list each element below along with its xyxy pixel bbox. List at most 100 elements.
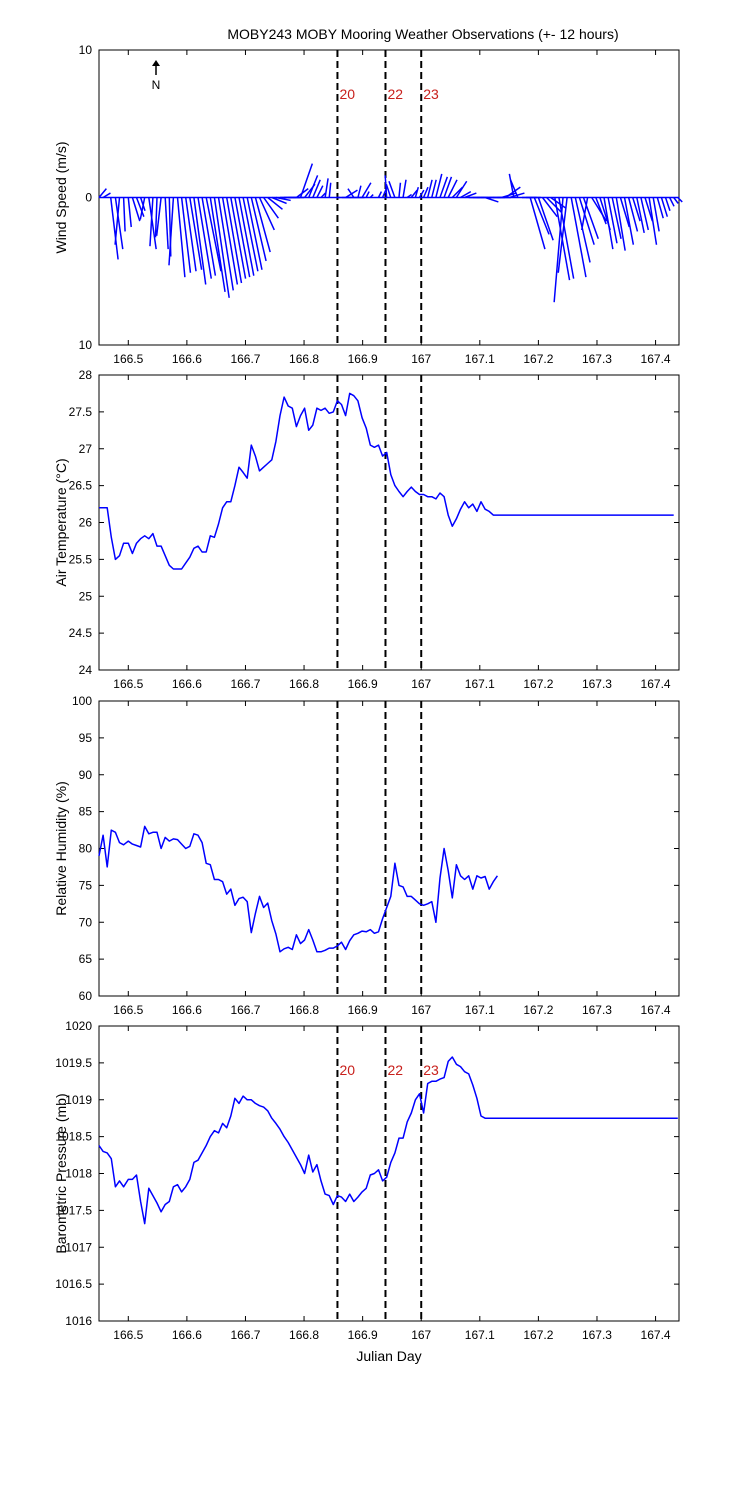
wind-vector <box>238 197 255 276</box>
y-tick-label: 26 <box>79 516 93 530</box>
wind-vector <box>570 197 587 278</box>
x-tick-label: 166.6 <box>172 1003 202 1017</box>
x-tick-label: 167.2 <box>523 1003 553 1017</box>
x-tick-label: 166.8 <box>289 1003 319 1017</box>
wind-vector <box>189 197 203 270</box>
wind-vector <box>623 197 635 245</box>
y-tick-label: 10 <box>79 338 93 352</box>
wind-vector <box>263 197 279 219</box>
y-tick-label: 70 <box>79 915 93 929</box>
y-tick-label: 1017 <box>65 1240 92 1254</box>
wind-vector <box>607 197 618 244</box>
wind-vector <box>388 181 396 198</box>
x-tick-label: 167 <box>411 1328 431 1342</box>
wind-vector <box>180 197 192 273</box>
wind-vector <box>316 185 324 198</box>
wind-vector <box>135 197 145 217</box>
wind-vector <box>184 197 197 272</box>
wind-vector <box>455 180 468 198</box>
wind-vector <box>328 182 332 198</box>
wind-vector <box>361 182 372 198</box>
y-tick-label: 75 <box>79 878 93 892</box>
wind-vector <box>557 197 568 273</box>
x-tick-label: 167.2 <box>523 677 553 691</box>
wind-vector <box>209 197 226 293</box>
wind-vector <box>258 197 275 231</box>
wind-vector <box>176 197 186 278</box>
wind-vector <box>451 186 464 199</box>
wind-vector <box>668 197 675 207</box>
x-tick-label: 166.6 <box>172 677 202 691</box>
wind-vector <box>109 197 119 260</box>
series-line <box>99 392 674 570</box>
wind-vector <box>149 197 154 247</box>
wind-vector <box>299 163 314 198</box>
y-axis-label: Barometric Pressure (mb) <box>53 1093 69 1253</box>
x-tick-label: 166.8 <box>289 677 319 691</box>
wind-vector <box>365 191 370 198</box>
wind-vector <box>435 173 443 198</box>
wind-vector <box>114 197 124 250</box>
y-tick-label: 65 <box>79 952 93 966</box>
wind-vector <box>418 189 425 198</box>
x-tick-label: 166.8 <box>289 1328 319 1342</box>
wind-vector <box>447 179 458 198</box>
y-tick-label: 1016.5 <box>55 1277 92 1291</box>
wind-vector <box>660 197 669 217</box>
x-tick-label: 167.4 <box>641 677 671 691</box>
y-tick-label: 1018.5 <box>55 1130 92 1144</box>
wind-vector <box>541 197 558 218</box>
x-tick-label: 167.4 <box>641 1003 671 1017</box>
y-tick-label: 1019.5 <box>55 1056 92 1070</box>
y-axis-label: Wind Speed (m/s) <box>53 141 69 253</box>
y-tick-label: 0 <box>85 191 92 205</box>
wind-vector <box>546 196 562 213</box>
y-tick-label: 27 <box>79 442 93 456</box>
x-tick-label: 167.2 <box>523 1328 553 1342</box>
series-line <box>98 825 499 953</box>
x-tick-label: 167.1 <box>465 677 495 691</box>
wind-vector <box>443 176 453 198</box>
wind-vector <box>102 192 111 199</box>
wind-vector <box>439 176 449 198</box>
x-tick-label: 167.1 <box>465 1328 495 1342</box>
wind-vector <box>410 189 418 198</box>
wind-vector <box>197 197 213 279</box>
y-tick-label: 85 <box>79 805 93 819</box>
wind-vector <box>98 188 107 198</box>
barometric-pressure-panel: 166.5 166.6 166.7 166.8 166.9 167 167.1 167.2 16… <box>53 1019 680 1364</box>
wind-vector <box>205 197 222 272</box>
wind-vector <box>652 197 660 232</box>
wind-vector <box>139 197 146 220</box>
y-tick-label: 1018 <box>65 1167 92 1181</box>
series-line <box>98 1056 678 1225</box>
wind-vector <box>611 197 622 239</box>
y-tick-label: 1017.5 <box>55 1203 92 1217</box>
x-tick-label: 166.9 <box>348 352 378 366</box>
wind-vector <box>402 179 407 198</box>
wind-vector <box>603 197 614 250</box>
wind-vector <box>254 197 271 253</box>
north-arrow-icon: N <box>152 60 160 92</box>
wind-vector <box>122 197 126 232</box>
wind-vector <box>155 197 162 236</box>
wind-vector <box>250 197 267 262</box>
event-marker-label: 23 <box>423 86 439 102</box>
x-tick-label: 166.7 <box>230 677 260 691</box>
wind-vector <box>164 197 169 250</box>
wind-vector <box>529 197 546 250</box>
north-arrow-head <box>152 60 160 66</box>
wind-vector <box>369 194 374 199</box>
wind-vector <box>221 197 239 285</box>
wind-vector <box>217 197 235 291</box>
wind-vector <box>242 197 259 272</box>
wind-vector <box>312 179 321 198</box>
wind-vector <box>636 197 645 234</box>
y-tick-label: 1020 <box>65 1019 92 1033</box>
wind-vector <box>398 182 402 198</box>
x-tick-label: 166.7 <box>230 1328 260 1342</box>
y-tick-label: 26.5 <box>69 479 93 493</box>
x-tick-label: 167.3 <box>582 677 612 691</box>
wind-vector <box>648 197 658 245</box>
